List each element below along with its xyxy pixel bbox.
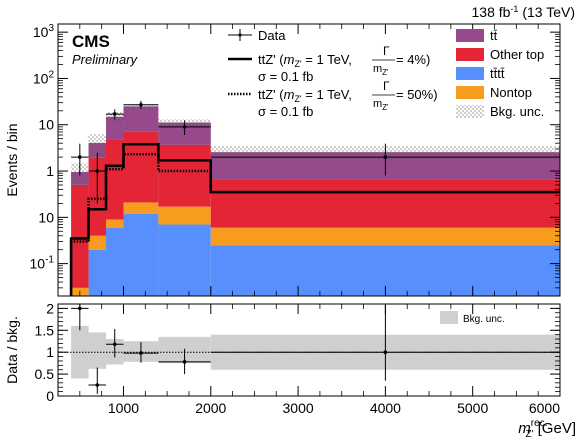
- bkg-unc-band-1: [88, 134, 107, 160]
- svg-text:Γ: Γ: [383, 79, 390, 93]
- ratio-ytick-label: 1: [46, 344, 54, 360]
- ratio-point-5: [383, 350, 388, 354]
- upper-frame: [57, 23, 561, 297]
- xtick-label: 5000: [457, 400, 488, 416]
- bar-0-4: [158, 224, 211, 296]
- legend-signal-4pct: ttZ' (mZ' = 1 TeV, Γ mZ' = 4%) σ = 0.1 f…: [228, 44, 430, 84]
- legend-signal-50pct: ttZ' (mZ' = 1 TeV, Γ mZ' = 50%) σ = 0.1 …: [228, 79, 438, 119]
- data-point-0: [78, 155, 82, 159]
- ytick-label: 102: [33, 69, 55, 86]
- bar-3-3: [123, 106, 159, 132]
- ratio-plot: 0 0.5 1 1.5 2 1000 2000 3000 4000 5000 6000 Bkg. …: [4, 300, 576, 437]
- xtick-label: 4000: [370, 400, 401, 416]
- upper-ylabel: Events / bin: [4, 123, 20, 196]
- cms-label: CMS: [72, 32, 110, 51]
- svg-text:Nontop: Nontop: [490, 85, 532, 100]
- svg-text:Γ: Γ: [383, 44, 390, 58]
- ratio-ytick-label: 2: [46, 300, 54, 316]
- svg-text:mZ': mZ': [373, 63, 389, 77]
- legend: Data ttZ' (mZ' = 1 TeV, Γ mZ' = 4%) σ = …: [228, 28, 544, 119]
- svg-text:Data: Data: [258, 28, 286, 43]
- ratio-point-3: [139, 351, 143, 355]
- ratio-ytick-label: 0: [46, 388, 54, 404]
- bar-0-2: [106, 227, 124, 296]
- ratio-ytick-label: 1.5: [35, 322, 55, 338]
- data-point-1: [95, 169, 100, 173]
- data-point-4: [182, 125, 187, 129]
- legend-data: Data: [228, 28, 286, 43]
- svg-text:ttZ' (mZ' = 1 TeV,: ttZ' (mZ' = 1 TeV,: [258, 52, 352, 69]
- bar-1-3: [123, 202, 159, 214]
- bar-1-4: [158, 206, 211, 225]
- legend-tt: tt̄: [456, 28, 498, 43]
- svg-text:= 50%): = 50%): [396, 87, 438, 102]
- x-axis-label: mrec. Z' [GeV]: [518, 418, 576, 437]
- xtick-label: 6000: [529, 400, 560, 416]
- ratio-point-1: [95, 383, 100, 387]
- legend-nontop: Nontop: [456, 85, 532, 100]
- xtick-label: 2000: [195, 400, 226, 416]
- ytick-label: 103: [33, 23, 55, 40]
- bar-1-1: [88, 235, 107, 250]
- legend-tttt: tt̄tt̄: [456, 66, 505, 81]
- lumi-label: 138 fb-1 (13 TeV): [472, 4, 576, 20]
- bar-2-5: [210, 179, 561, 228]
- ytick-label: 10: [38, 209, 54, 225]
- bar-2-0: [71, 184, 89, 288]
- svg-text:σ = 0.1 fb: σ = 0.1 fb: [258, 69, 313, 84]
- bar-0-3: [123, 213, 159, 296]
- data-point-5: [383, 155, 388, 159]
- bar-2-2: [106, 139, 124, 220]
- lower-ylabel: Data / bkg.: [4, 316, 20, 384]
- svg-text:tt̄: tt̄: [490, 28, 498, 43]
- svg-text:ttZ' (mZ' = 1 TeV,: ttZ' (mZ' = 1 TeV,: [258, 87, 352, 104]
- svg-text:= 4%): = 4%): [396, 52, 430, 67]
- bar-0-1: [88, 249, 107, 296]
- ytick-label: 10: [38, 117, 54, 133]
- legend-bkg-unc: Bkg. unc.: [456, 104, 544, 119]
- svg-text:Bkg. unc.: Bkg. unc.: [463, 314, 505, 325]
- ratio-ytick-label: 0.5: [35, 366, 55, 382]
- svg-text:Bkg. unc.: Bkg. unc.: [490, 104, 544, 119]
- bar-2-3: [123, 131, 159, 203]
- bar-2-4: [158, 144, 211, 207]
- preliminary-label: Preliminary: [72, 52, 139, 67]
- ratio-legend-bkg-unc: Bkg. unc.: [440, 311, 505, 325]
- legend-other-top: Other top: [456, 47, 544, 62]
- ytick-label: 10-1: [30, 255, 55, 272]
- ratio-unc-band-1: [88, 332, 107, 369]
- ratio-point-2: [112, 342, 117, 347]
- data-point-3: [139, 102, 143, 107]
- signal-line-1: [69, 153, 560, 296]
- xtick-label: 1000: [108, 400, 139, 416]
- data-point-2: [112, 112, 117, 116]
- bar-1-2: [106, 219, 124, 228]
- lower-frame: [57, 303, 561, 397]
- svg-text:tt̄tt̄: tt̄tt̄: [490, 66, 505, 81]
- svg-text:mZ': mZ': [373, 98, 389, 112]
- ratio-point-4: [182, 360, 187, 364]
- svg-text:σ = 0.1 fb: σ = 0.1 fb: [258, 104, 313, 119]
- ytick-label: 1: [46, 163, 54, 179]
- main-plot: 10-1 10 1 10 102 103 CMS Preliminary Events /…: [4, 23, 561, 297]
- xtick-label: 3000: [283, 400, 314, 416]
- svg-text:Other top: Other top: [490, 47, 544, 62]
- bkg-unc-band-0: [71, 163, 89, 189]
- bar-1-5: [210, 227, 561, 246]
